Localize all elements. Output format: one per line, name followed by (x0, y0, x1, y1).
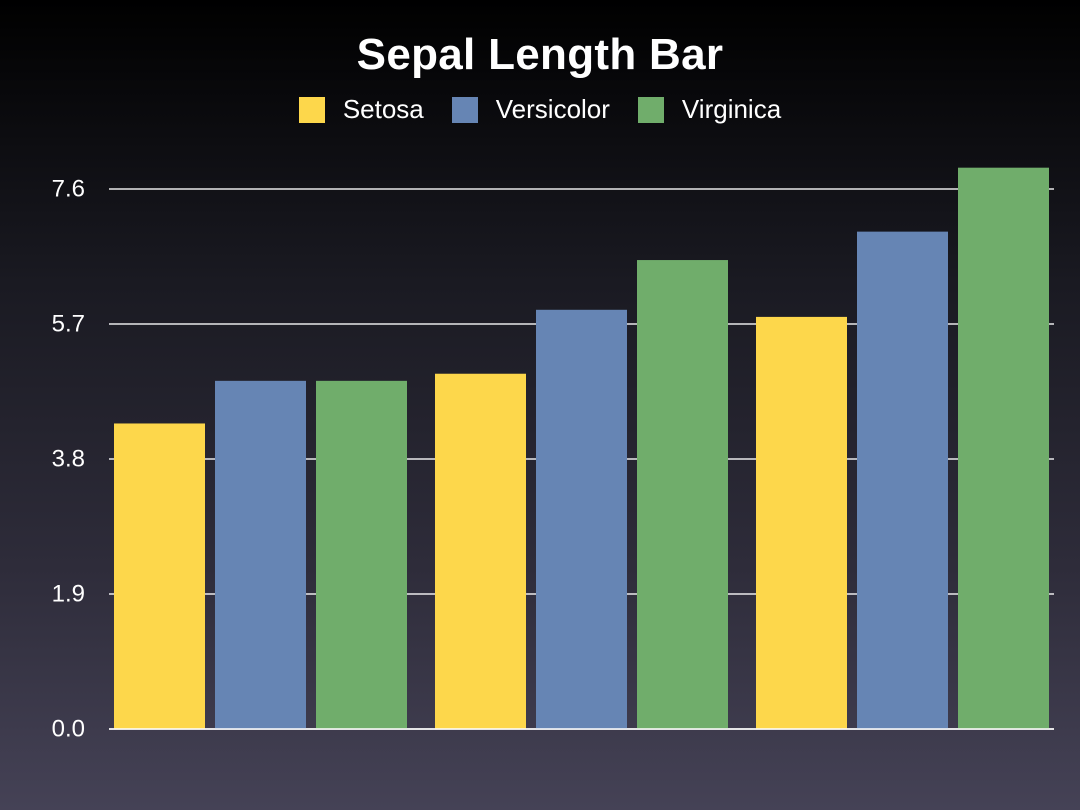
bar-setosa-1 (114, 423, 205, 729)
legend-swatch-virginica (637, 96, 664, 123)
y-tick-label: 3.8 (52, 446, 85, 473)
legend-item-virginica: Virginica (637, 94, 782, 125)
legend-swatch-versicolor (451, 96, 478, 123)
legend-swatch-setosa (298, 96, 325, 123)
legend: Setosa Versicolor Virginica (0, 94, 1080, 125)
bar-setosa-2 (435, 373, 526, 729)
y-tick-label: 5.7 (52, 311, 85, 338)
legend-item-versicolor: Versicolor (451, 94, 610, 125)
legend-item-setosa: Setosa (298, 94, 424, 125)
bar-versicolor-3 (857, 231, 948, 729)
bar-virginica-1 (316, 380, 407, 729)
y-tick-label: 1.9 (52, 581, 85, 608)
legend-label-setosa: Setosa (342, 94, 424, 124)
y-tick-label: 0.0 (52, 716, 85, 743)
bar-virginica-2 (637, 260, 728, 729)
legend-label-versicolor: Versicolor (495, 94, 610, 124)
y-tick-label: 7.6 (52, 176, 85, 203)
legend-label-virginica: Virginica (681, 94, 782, 124)
bar-virginica-3 (958, 167, 1049, 729)
bar-versicolor-1 (215, 380, 306, 729)
chart-title: Sepal Length Bar (356, 30, 724, 79)
bar-setosa-3 (756, 316, 847, 729)
bar-versicolor-2 (536, 309, 627, 729)
